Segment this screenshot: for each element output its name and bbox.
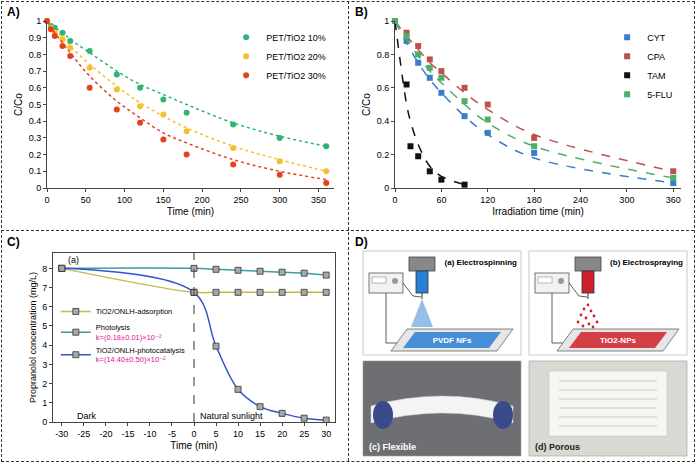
svg-text:0: 0 bbox=[44, 195, 49, 205]
svg-text:240: 240 bbox=[573, 195, 588, 205]
svg-text:1: 1 bbox=[42, 398, 47, 408]
svg-text:0.8: 0.8 bbox=[29, 50, 42, 60]
svg-text:-10: -10 bbox=[143, 429, 156, 439]
svg-text:100: 100 bbox=[117, 195, 132, 205]
svg-text:Time (min): Time (min) bbox=[170, 440, 217, 451]
svg-text:5: 5 bbox=[214, 429, 219, 439]
svg-text:-5: -5 bbox=[168, 429, 176, 439]
svg-text:1: 1 bbox=[384, 16, 389, 26]
svg-text:0: 0 bbox=[36, 183, 41, 193]
html-text:A): A) bbox=[7, 5, 20, 19]
svg-text:25: 25 bbox=[299, 429, 309, 439]
svg-text:0.2: 0.2 bbox=[377, 150, 390, 160]
svg-text:0: 0 bbox=[392, 195, 397, 205]
svg-text:350: 350 bbox=[311, 195, 326, 205]
svg-text:30: 30 bbox=[321, 429, 331, 439]
svg-text:-15: -15 bbox=[121, 429, 134, 439]
svg-text:PET/TiO2 10%: PET/TiO2 10% bbox=[266, 33, 326, 43]
svg-text:6: 6 bbox=[42, 302, 47, 312]
svg-text:20: 20 bbox=[277, 429, 287, 439]
svg-text:(c) Flexible: (c) Flexible bbox=[369, 442, 416, 452]
svg-text:50: 50 bbox=[81, 195, 91, 205]
html-text:B): B) bbox=[355, 5, 368, 19]
svg-text:Irradiation time (min): Irradiation time (min) bbox=[492, 206, 584, 217]
svg-text:0: 0 bbox=[384, 183, 389, 193]
svg-text:360: 360 bbox=[666, 195, 681, 205]
svg-text:4: 4 bbox=[42, 340, 47, 350]
svg-text:Dark: Dark bbox=[77, 411, 97, 421]
svg-text:0.9: 0.9 bbox=[29, 33, 42, 43]
svg-text:C/Co: C/Co bbox=[13, 93, 24, 116]
svg-text:Time (min): Time (min) bbox=[167, 206, 214, 217]
svg-text:C/Co: C/Co bbox=[361, 93, 372, 116]
svg-text:180: 180 bbox=[527, 195, 542, 205]
svg-text:0: 0 bbox=[42, 417, 47, 427]
svg-text:Photolysisk=(0.18±0.01)×10⁻²: Photolysisk=(0.18±0.01)×10⁻² bbox=[96, 323, 162, 342]
svg-text:(d) Porous: (d) Porous bbox=[535, 442, 580, 452]
svg-text:TAM: TAM bbox=[647, 71, 665, 81]
svg-text:TiO2/ONLH-photocatalysisk=(14.: TiO2/ONLH-photocatalysisk=(14.40±0.50)×1… bbox=[96, 346, 185, 365]
svg-text:(a) Electrospinning: (a) Electrospinning bbox=[445, 258, 518, 267]
svg-text:PET/TiO2 20%: PET/TiO2 20% bbox=[266, 52, 326, 62]
svg-text:-30: -30 bbox=[55, 429, 68, 439]
svg-text:TiO2-NPs: TiO2-NPs bbox=[600, 336, 636, 345]
svg-text:PET/TiO2 30%: PET/TiO2 30% bbox=[266, 71, 326, 81]
svg-text:300: 300 bbox=[619, 195, 634, 205]
svg-text:TiO2/ONLH-adsorption: TiO2/ONLH-adsorption bbox=[96, 307, 172, 316]
svg-text:1: 1 bbox=[36, 16, 41, 26]
svg-text:Natural sunlight: Natural sunlight bbox=[200, 411, 263, 421]
svg-text:5: 5 bbox=[42, 321, 47, 331]
svg-text:0: 0 bbox=[191, 429, 196, 439]
html-text:C): C) bbox=[7, 235, 20, 249]
svg-text:150: 150 bbox=[156, 195, 171, 205]
svg-text:15: 15 bbox=[255, 429, 265, 439]
svg-text:0.8: 0.8 bbox=[377, 50, 390, 60]
svg-text:CPA: CPA bbox=[647, 52, 665, 62]
svg-text:(a): (a) bbox=[68, 255, 79, 265]
svg-text:60: 60 bbox=[436, 195, 446, 205]
svg-text:0.3: 0.3 bbox=[29, 133, 42, 143]
svg-text:0.2: 0.2 bbox=[29, 150, 42, 160]
svg-text:CYT: CYT bbox=[647, 33, 666, 43]
svg-text:3: 3 bbox=[42, 360, 47, 370]
svg-text:0.6: 0.6 bbox=[377, 83, 390, 93]
svg-text:250: 250 bbox=[233, 195, 248, 205]
svg-text:0.4: 0.4 bbox=[377, 116, 390, 126]
svg-text:Propranolol concentration (mg/: Propranolol concentration (mg/L) bbox=[28, 272, 38, 403]
svg-text:0.1: 0.1 bbox=[29, 166, 42, 176]
svg-text:-20: -20 bbox=[99, 429, 112, 439]
svg-text:0.6: 0.6 bbox=[29, 83, 42, 93]
svg-text:(b) Electrospraying: (b) Electrospraying bbox=[610, 258, 683, 267]
svg-text:0.4: 0.4 bbox=[29, 116, 42, 126]
svg-text:10: 10 bbox=[233, 429, 243, 439]
html-text:D): D) bbox=[355, 235, 368, 249]
svg-text:8: 8 bbox=[42, 264, 47, 274]
svg-text:0.5: 0.5 bbox=[29, 100, 42, 110]
svg-text:300: 300 bbox=[272, 195, 287, 205]
svg-text:200: 200 bbox=[195, 195, 210, 205]
svg-text:-25: -25 bbox=[77, 429, 90, 439]
svg-text:7: 7 bbox=[42, 283, 47, 293]
svg-text:5-FLU: 5-FLU bbox=[647, 90, 672, 100]
svg-text:PVDF NFs: PVDF NFs bbox=[433, 336, 472, 345]
svg-text:0.7: 0.7 bbox=[29, 66, 42, 76]
svg-text:120: 120 bbox=[480, 195, 495, 205]
svg-text:2: 2 bbox=[42, 379, 47, 389]
